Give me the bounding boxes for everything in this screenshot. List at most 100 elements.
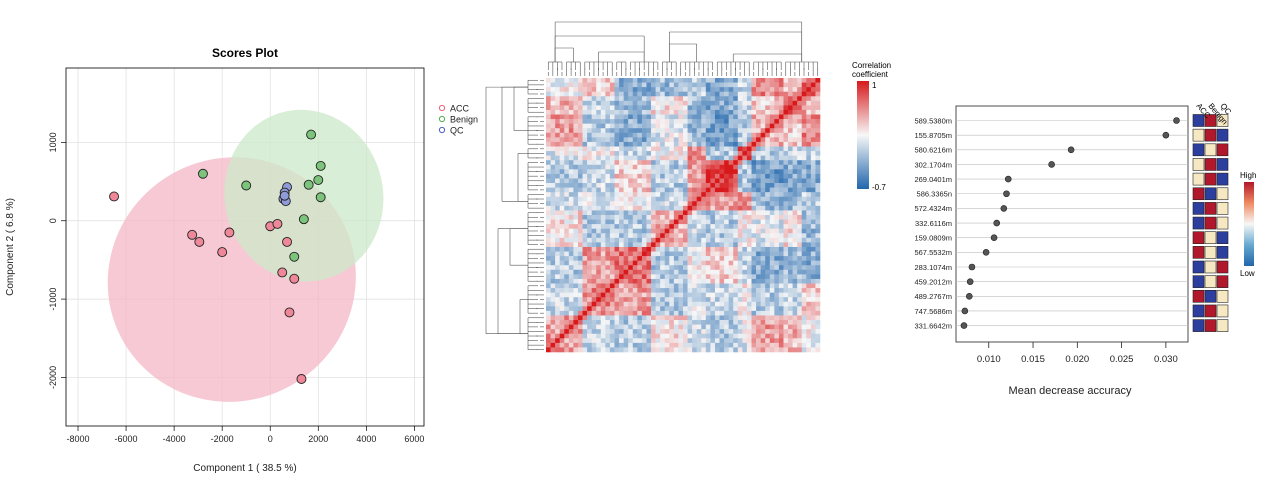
heatmap-cell — [609, 87, 615, 92]
heatmap-cell — [728, 105, 734, 111]
heatmap-cell — [559, 82, 565, 88]
heatmap-cell — [692, 160, 697, 166]
heatmap-cell — [806, 246, 812, 252]
heatmap-cell — [660, 205, 666, 211]
heatmap-cell — [769, 242, 775, 248]
heatmap-cell — [783, 196, 789, 202]
heatmap-cell — [591, 228, 597, 234]
heatmap-cell — [687, 265, 693, 271]
heatmap-cell — [669, 310, 675, 316]
heatmap-cell — [577, 164, 583, 170]
heatmap-cell — [596, 256, 602, 261]
heatmap-cell — [637, 219, 643, 225]
heatmap-cell — [733, 192, 739, 198]
heatmap-cell — [765, 187, 771, 193]
heatmap-cell — [751, 91, 757, 97]
heatmap-cell — [619, 109, 624, 115]
heatmap-cell — [619, 215, 624, 220]
heatmap-cell — [587, 123, 592, 129]
heatmap-cell — [673, 320, 679, 325]
heatmap-cell — [714, 228, 720, 234]
heatmap-cell — [664, 256, 670, 261]
heatmap-cell — [596, 269, 602, 275]
heatmap-cell — [605, 288, 611, 293]
heatmap-cell — [619, 228, 624, 234]
heatmap-cell — [655, 256, 661, 261]
heatmap-cell — [783, 256, 789, 261]
heatmap-cell — [546, 210, 551, 216]
heatmap-cell — [728, 196, 734, 202]
heatmap-cell — [774, 96, 780, 102]
heatmap-cell — [568, 169, 574, 175]
heatmap-cell — [623, 265, 629, 271]
heatmap-cell — [614, 251, 620, 257]
heatmap-cell — [714, 320, 720, 325]
heatmap-cell — [696, 269, 702, 275]
heatmap-cell — [632, 237, 638, 243]
group-level-cell — [1216, 172, 1229, 186]
heatmap-cell — [646, 306, 652, 312]
heatmap-cell — [797, 132, 803, 138]
heatmap-cell — [801, 151, 807, 156]
heatmap-cell — [564, 105, 570, 111]
heatmap-cell — [664, 141, 670, 147]
heatmap-cell — [614, 237, 620, 243]
heatmap-cell — [742, 237, 748, 243]
heatmap-cell — [637, 256, 643, 261]
heatmap-cell — [815, 237, 821, 243]
heatmap-cell — [778, 320, 784, 325]
heatmap-cell — [751, 78, 757, 83]
heatmap-cell — [733, 105, 739, 111]
heatmap-cell — [765, 164, 771, 170]
heatmap-cell — [623, 215, 629, 220]
heatmap-cell — [546, 169, 551, 175]
heatmap-cell — [609, 105, 615, 111]
heatmap-cell — [692, 342, 697, 348]
heatmap-cell — [788, 256, 793, 261]
heatmap-cell — [591, 123, 597, 129]
heatmap-cell — [660, 201, 666, 207]
group-level-cell — [1204, 143, 1217, 157]
heatmap-cell — [792, 260, 798, 266]
heatmap-cell — [696, 224, 702, 229]
heatmap-cell — [769, 78, 775, 83]
y-tick-label: -1000 — [48, 288, 58, 311]
heatmap-cell — [587, 173, 592, 179]
heatmap-cell — [673, 192, 679, 198]
heatmap-cell — [737, 187, 743, 193]
heatmap-cell — [696, 87, 702, 92]
heatmap-cell — [696, 297, 702, 303]
heatmap-cell — [619, 87, 624, 92]
heatmap-cell — [728, 215, 734, 220]
heatmap-cell — [596, 292, 602, 298]
heatmap-cell — [600, 169, 606, 175]
heatmap-cell — [765, 82, 771, 88]
heatmap-cell — [678, 324, 684, 330]
heatmap-cell — [737, 205, 743, 211]
heatmap-cell — [687, 187, 693, 193]
heatmap-cell — [573, 324, 579, 330]
heatmap-cell — [719, 297, 725, 303]
heatmap-cell — [746, 183, 752, 188]
heatmap-cell — [664, 278, 670, 284]
heatmap-cell — [696, 146, 702, 152]
heatmap-cell — [778, 342, 784, 348]
heatmap-cell — [769, 246, 775, 252]
heatmap-cell — [587, 324, 592, 330]
heatmap-cell — [701, 224, 707, 229]
heatmap-cell — [710, 141, 716, 147]
heatmap-cell — [641, 91, 647, 97]
heatmap-cell — [609, 100, 615, 106]
heatmap-cell — [632, 242, 638, 248]
heatmap-cell — [742, 114, 748, 120]
heatmap-cell — [577, 87, 583, 92]
heatmap-cell — [760, 228, 766, 234]
heatmap-cell — [669, 297, 675, 303]
heatmap-cell — [756, 297, 761, 303]
heatmap-cell — [756, 119, 761, 124]
heatmap-cell — [760, 283, 766, 289]
heatmap-cell — [577, 141, 583, 147]
heatmap-cell — [769, 128, 775, 134]
heatmap-cell — [719, 91, 725, 97]
heatmap-cell — [769, 82, 775, 88]
